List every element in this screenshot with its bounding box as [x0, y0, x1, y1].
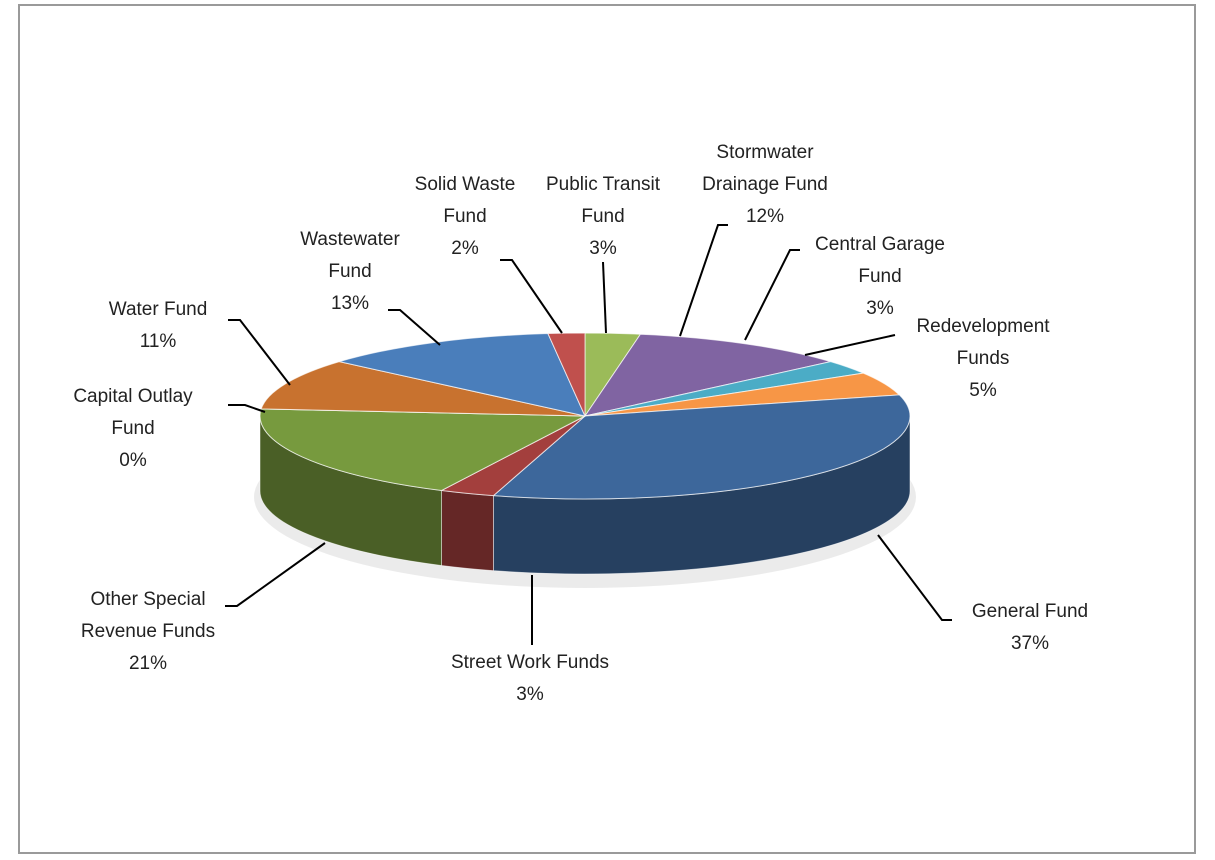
slice — [547, 332, 586, 417]
leader-line — [744, 249, 800, 341]
category-label: General Fund — [971, 601, 1089, 622]
percent-label: 0% — [119, 450, 147, 471]
slice — [583, 333, 831, 417]
slice — [259, 408, 586, 491]
data-label: Wastewater Fund 13% — [285, 224, 415, 320]
percent-label: 21% — [128, 653, 168, 674]
data-label: Central Garage Fund 3% — [805, 229, 955, 325]
leader-line — [228, 404, 266, 413]
slice — [492, 394, 911, 500]
leader-line — [877, 534, 952, 621]
data-label: Street Work Funds 3% — [420, 647, 640, 711]
percent-label: 13% — [330, 293, 370, 314]
percent-label: 37% — [1010, 633, 1050, 654]
category-label: Capital Outlay Fund — [73, 386, 193, 439]
percent-label: 11% — [139, 331, 177, 352]
data-label: Redevelopment Funds 5% — [903, 311, 1063, 407]
percent-label: 3% — [516, 684, 544, 705]
data-label: Public Transit Fund 3% — [528, 169, 678, 265]
category-label: Public Transit Fund — [545, 174, 661, 227]
data-label: Other Special Revenue Funds 21% — [68, 584, 228, 680]
leader-line — [804, 334, 896, 356]
data-label: General Fund 37% — [930, 596, 1130, 660]
leader-line — [388, 309, 441, 346]
category-label: Water Fund — [108, 299, 208, 320]
category-label: Stormwater Drainage Fund — [702, 142, 828, 195]
percent-label: 3% — [866, 298, 894, 319]
data-label: Stormwater Drainage Fund 12% — [690, 137, 840, 233]
category-label: Redevelopment Funds — [916, 316, 1050, 369]
data-label: Capital Outlay Fund 0% — [58, 381, 208, 477]
slice — [339, 333, 586, 417]
category-label: Wastewater Fund — [300, 229, 400, 282]
category-label: Central Garage Fund — [815, 234, 945, 287]
leader-line — [225, 542, 326, 607]
leader-line — [602, 261, 607, 334]
leader-line — [228, 319, 291, 386]
leader-line — [500, 259, 563, 334]
percent-label: 3% — [589, 238, 617, 259]
percent-label: 12% — [745, 206, 785, 227]
leader-line — [679, 224, 728, 337]
data-label: Solid Waste Fund 2% — [403, 169, 528, 265]
slice-side — [441, 490, 494, 572]
slice — [260, 361, 586, 417]
chart-frame — [18, 4, 1196, 854]
percent-label: 2% — [451, 238, 479, 259]
data-label: Water Fund 11% — [83, 294, 233, 358]
category-label: Other Special Revenue Funds — [80, 589, 216, 642]
percent-label: 5% — [969, 380, 997, 401]
category-label: Street Work Funds — [450, 652, 610, 673]
category-label: Solid Waste Fund — [414, 174, 516, 227]
